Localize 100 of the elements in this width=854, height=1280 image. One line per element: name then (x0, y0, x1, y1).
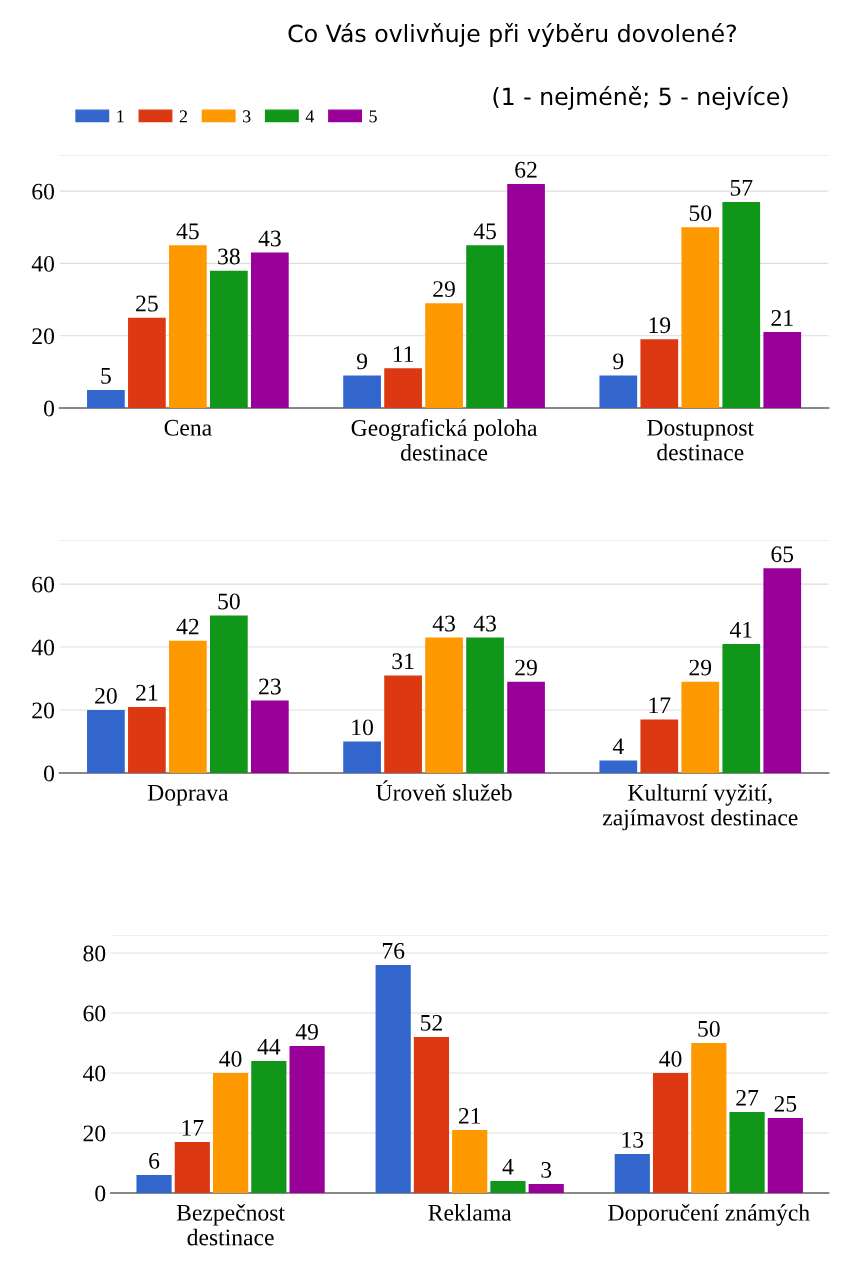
bar (210, 270, 248, 408)
bar (640, 719, 679, 773)
data-label: 50 (689, 205, 712, 222)
legend-label: 4 (305, 110, 315, 123)
bar (210, 615, 248, 773)
bar (413, 1037, 450, 1193)
data-label: 10 (352, 719, 373, 736)
x-tick-label: Geografická poloha destinace (351, 419, 538, 461)
data-label: 3 (541, 1161, 552, 1178)
bar (384, 368, 422, 408)
bar (490, 1181, 526, 1193)
data-label: 43 (432, 615, 455, 632)
y-tick-label: 40 (31, 639, 55, 656)
bar (375, 965, 411, 1193)
data-label: 43 (473, 615, 496, 632)
bar (212, 1073, 249, 1193)
bar (169, 640, 207, 773)
data-label: 50 (698, 1020, 720, 1037)
legend-label: 3 (243, 110, 251, 123)
data-label: 29 (433, 281, 455, 297)
data-label: 45 (176, 223, 199, 240)
bar (87, 389, 125, 408)
data-label: 13 (622, 1131, 644, 1148)
bar (169, 245, 207, 408)
bar (136, 1175, 172, 1193)
data-label: 17 (649, 697, 671, 714)
chart-title: Co Vás ovlivňuje při výběru dovolené? (288, 23, 736, 47)
bar (652, 1073, 689, 1193)
bar (289, 1046, 325, 1193)
x-tick-label: Cena (164, 419, 212, 436)
data-label: 19 (649, 317, 671, 334)
bar (507, 681, 545, 773)
x-tick-label: Bezpečnost destinace (176, 1204, 285, 1246)
y-tick-label: 80 (83, 945, 106, 962)
bar (452, 1130, 488, 1193)
y-tick-label: 40 (83, 1065, 106, 1082)
bar (722, 201, 761, 408)
data-label: 11 (393, 346, 414, 362)
data-label: 41 (729, 621, 752, 638)
bar (528, 1184, 564, 1193)
x-tick-label: Kulturní vyžití, zajímavost destinace (602, 784, 798, 831)
data-label: 40 (219, 1050, 242, 1067)
y-tick-label: 40 (31, 255, 55, 272)
data-label: 23 (259, 678, 281, 695)
x-tick-label: Doporučení známých (608, 1204, 810, 1226)
data-label: 31 (392, 653, 414, 670)
y-tick-label: 0 (95, 1185, 106, 1202)
y-tick-label: 60 (32, 576, 55, 593)
x-tick-label: Dostupnost destinace (647, 420, 754, 461)
data-label: 62 (515, 161, 537, 178)
legend-label: 2 (179, 110, 187, 123)
bar (681, 681, 720, 773)
bar (599, 375, 638, 408)
bar (466, 245, 504, 408)
legend-label: 5 (369, 110, 377, 123)
data-label: 42 (176, 618, 199, 635)
y-tick-label: 20 (32, 328, 55, 345)
data-label: 5 (101, 368, 111, 384)
data-label: 38 (218, 248, 240, 265)
data-label: 45 (473, 223, 496, 240)
data-label: 4 (502, 1159, 514, 1175)
bar (722, 643, 761, 773)
bar (507, 183, 545, 408)
data-label: 9 (613, 353, 624, 370)
data-label: 40 (659, 1050, 682, 1067)
y-tick-label: 60 (83, 1005, 106, 1022)
data-label: 52 (421, 1014, 442, 1031)
data-label: 49 (295, 1023, 318, 1040)
bar (343, 741, 381, 773)
bar (251, 1061, 287, 1193)
x-tick-label: Reklama (428, 1204, 512, 1221)
data-label: 4 (612, 738, 624, 754)
data-label: 43 (258, 230, 281, 247)
bar (87, 710, 125, 773)
bar (466, 637, 504, 773)
data-label: 21 (458, 1107, 481, 1124)
y-tick-label: 20 (32, 702, 55, 719)
data-label: 21 (771, 310, 793, 326)
data-label: 57 (730, 180, 753, 196)
bar (763, 568, 802, 773)
data-label: 21 (136, 684, 158, 701)
data-label: 9 (356, 353, 368, 370)
bar (128, 317, 166, 408)
bar (174, 1142, 210, 1193)
data-label: 50 (218, 593, 240, 610)
x-tick-label: Úroveň služeb (376, 780, 512, 801)
bar (128, 706, 166, 773)
data-label: 65 (771, 546, 794, 563)
bar (691, 1043, 727, 1193)
data-label: 29 (515, 659, 537, 676)
bar (425, 637, 463, 773)
bar (729, 1112, 765, 1193)
bar (681, 227, 720, 408)
data-label: 25 (136, 295, 158, 312)
chart-subtitle: (1 - nejméně; 5 - nejvíce) (493, 86, 788, 110)
bar (251, 252, 289, 408)
data-label: 44 (257, 1039, 281, 1055)
data-label: 17 (182, 1120, 204, 1136)
y-tick-label: 20 (83, 1125, 106, 1142)
bar (599, 760, 638, 773)
